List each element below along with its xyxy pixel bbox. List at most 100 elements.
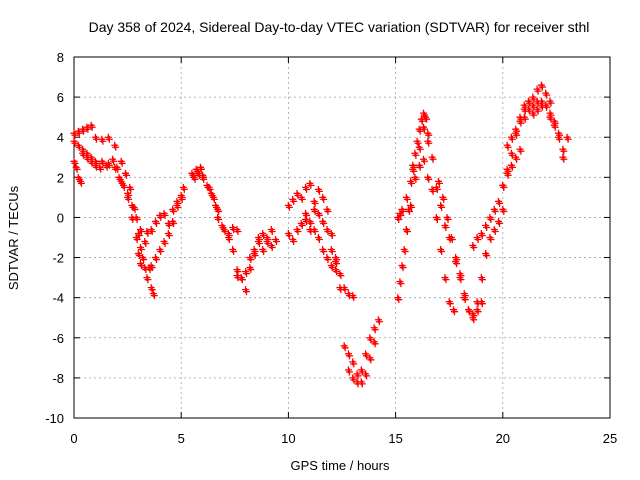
data-point-plus-marker bbox=[112, 165, 120, 173]
data-point-plus-marker bbox=[547, 99, 555, 107]
data-point-plus-marker bbox=[137, 246, 145, 254]
data-point-plus-marker bbox=[303, 185, 311, 193]
data-point-plus-marker bbox=[112, 143, 120, 151]
data-point-plus-marker bbox=[395, 215, 403, 223]
data-point-plus-marker bbox=[513, 155, 521, 163]
data-point-plus-marker bbox=[324, 227, 332, 235]
data-point-plus-marker bbox=[363, 372, 371, 380]
series-sat-n bbox=[344, 316, 383, 388]
data-point-plus-marker bbox=[438, 203, 446, 211]
data-point-plus-marker bbox=[247, 256, 255, 264]
data-point-plus-marker bbox=[84, 125, 92, 133]
data-point-plus-marker bbox=[474, 300, 482, 308]
data-point-plus-marker bbox=[118, 159, 126, 167]
data-point-plus-marker bbox=[416, 127, 424, 135]
data-point-plus-marker bbox=[474, 236, 482, 243]
x-tick-label: 10 bbox=[281, 431, 295, 446]
data-point-plus-marker bbox=[174, 203, 182, 211]
data-point-plus-marker bbox=[487, 236, 495, 243]
series-sat-l bbox=[302, 179, 358, 302]
data-point-plus-marker bbox=[180, 185, 188, 193]
data-point-plus-marker bbox=[73, 165, 81, 173]
x-tick-label: 0 bbox=[70, 431, 77, 446]
data-point-plus-marker bbox=[320, 219, 328, 227]
data-point-plus-marker bbox=[161, 240, 169, 248]
data-point-plus-marker bbox=[416, 163, 424, 171]
data-point-plus-marker bbox=[298, 195, 306, 203]
data-point-plus-marker bbox=[504, 167, 512, 175]
data-point-plus-marker bbox=[397, 211, 405, 219]
data-point-plus-marker bbox=[446, 300, 454, 308]
data-point-plus-marker bbox=[161, 211, 169, 219]
data-point-plus-marker bbox=[191, 175, 199, 183]
data-point-plus-marker bbox=[450, 308, 458, 316]
data-point-plus-marker bbox=[328, 231, 336, 239]
series-sat-i bbox=[233, 229, 281, 284]
y-tick-label: -6 bbox=[52, 331, 64, 346]
data-point-plus-marker bbox=[215, 207, 223, 215]
series-sat-k bbox=[284, 185, 341, 264]
data-point-plus-marker bbox=[403, 227, 411, 235]
data-point-plus-marker bbox=[135, 252, 143, 260]
data-point-plus-marker bbox=[478, 276, 486, 284]
series-sat-b bbox=[70, 149, 145, 270]
data-point-plus-marker bbox=[307, 219, 315, 227]
data-point-plus-marker bbox=[247, 266, 255, 274]
y-tick-label: 6 bbox=[57, 90, 64, 105]
data-point-plus-marker bbox=[71, 131, 79, 139]
y-tick-label: -10 bbox=[45, 411, 64, 426]
data-point-plus-marker bbox=[165, 231, 173, 239]
data-point-plus-marker bbox=[129, 203, 137, 211]
series-sat-c bbox=[70, 137, 158, 300]
data-point-plus-marker bbox=[448, 236, 456, 243]
data-point-plus-marker bbox=[215, 215, 223, 223]
data-points bbox=[70, 81, 572, 388]
data-point-plus-marker bbox=[478, 231, 486, 239]
data-point-plus-marker bbox=[442, 223, 450, 231]
series-sat-m bbox=[340, 338, 379, 388]
plot-frame bbox=[73, 56, 611, 419]
data-point-plus-marker bbox=[543, 103, 551, 111]
data-point-plus-marker bbox=[333, 260, 341, 268]
data-point-plus-marker bbox=[496, 199, 504, 207]
data-point-plus-marker bbox=[345, 352, 353, 360]
x-tick-label: 25 bbox=[603, 431, 617, 446]
data-point-plus-marker bbox=[435, 179, 443, 187]
data-point-plus-marker bbox=[290, 197, 298, 205]
data-point-plus-marker bbox=[320, 248, 328, 256]
data-point-plus-marker bbox=[513, 127, 521, 135]
data-point-plus-marker bbox=[408, 203, 416, 211]
data-point-plus-marker bbox=[255, 236, 263, 243]
data-point-plus-marker bbox=[414, 139, 422, 147]
data-point-plus-marker bbox=[425, 131, 433, 139]
data-point-plus-marker bbox=[412, 151, 420, 159]
data-point-plus-marker bbox=[157, 213, 165, 221]
x-tick-label: 20 bbox=[496, 431, 510, 446]
data-point-plus-marker bbox=[534, 87, 542, 95]
data-point-plus-marker bbox=[243, 288, 251, 296]
x-tick-label: 5 bbox=[178, 431, 185, 446]
data-point-plus-marker bbox=[148, 264, 156, 272]
data-point-plus-marker bbox=[234, 227, 242, 235]
series-sat-q bbox=[396, 155, 458, 316]
data-point-plus-marker bbox=[367, 356, 375, 364]
data-point-plus-marker bbox=[315, 236, 323, 243]
data-point-plus-marker bbox=[395, 296, 403, 304]
data-point-plus-marker bbox=[170, 207, 178, 215]
data-point-plus-marker bbox=[315, 211, 323, 219]
data-point-plus-marker bbox=[260, 231, 268, 239]
data-point-plus-marker bbox=[457, 276, 465, 284]
data-point-plus-marker bbox=[197, 165, 205, 173]
data-point-plus-marker bbox=[500, 183, 508, 191]
data-point-plus-marker bbox=[491, 207, 499, 215]
series-sat-s bbox=[452, 205, 508, 320]
data-point-plus-marker bbox=[122, 171, 130, 179]
data-point-plus-marker bbox=[92, 159, 100, 167]
data-point-plus-marker bbox=[420, 125, 428, 133]
data-point-plus-marker bbox=[273, 238, 281, 246]
data-point-plus-marker bbox=[420, 157, 428, 165]
chart-title: Day 358 of 2024, Sidereal Day-to-day VTE… bbox=[89, 19, 590, 35]
data-point-plus-marker bbox=[170, 219, 178, 227]
data-point-plus-marker bbox=[341, 344, 349, 352]
